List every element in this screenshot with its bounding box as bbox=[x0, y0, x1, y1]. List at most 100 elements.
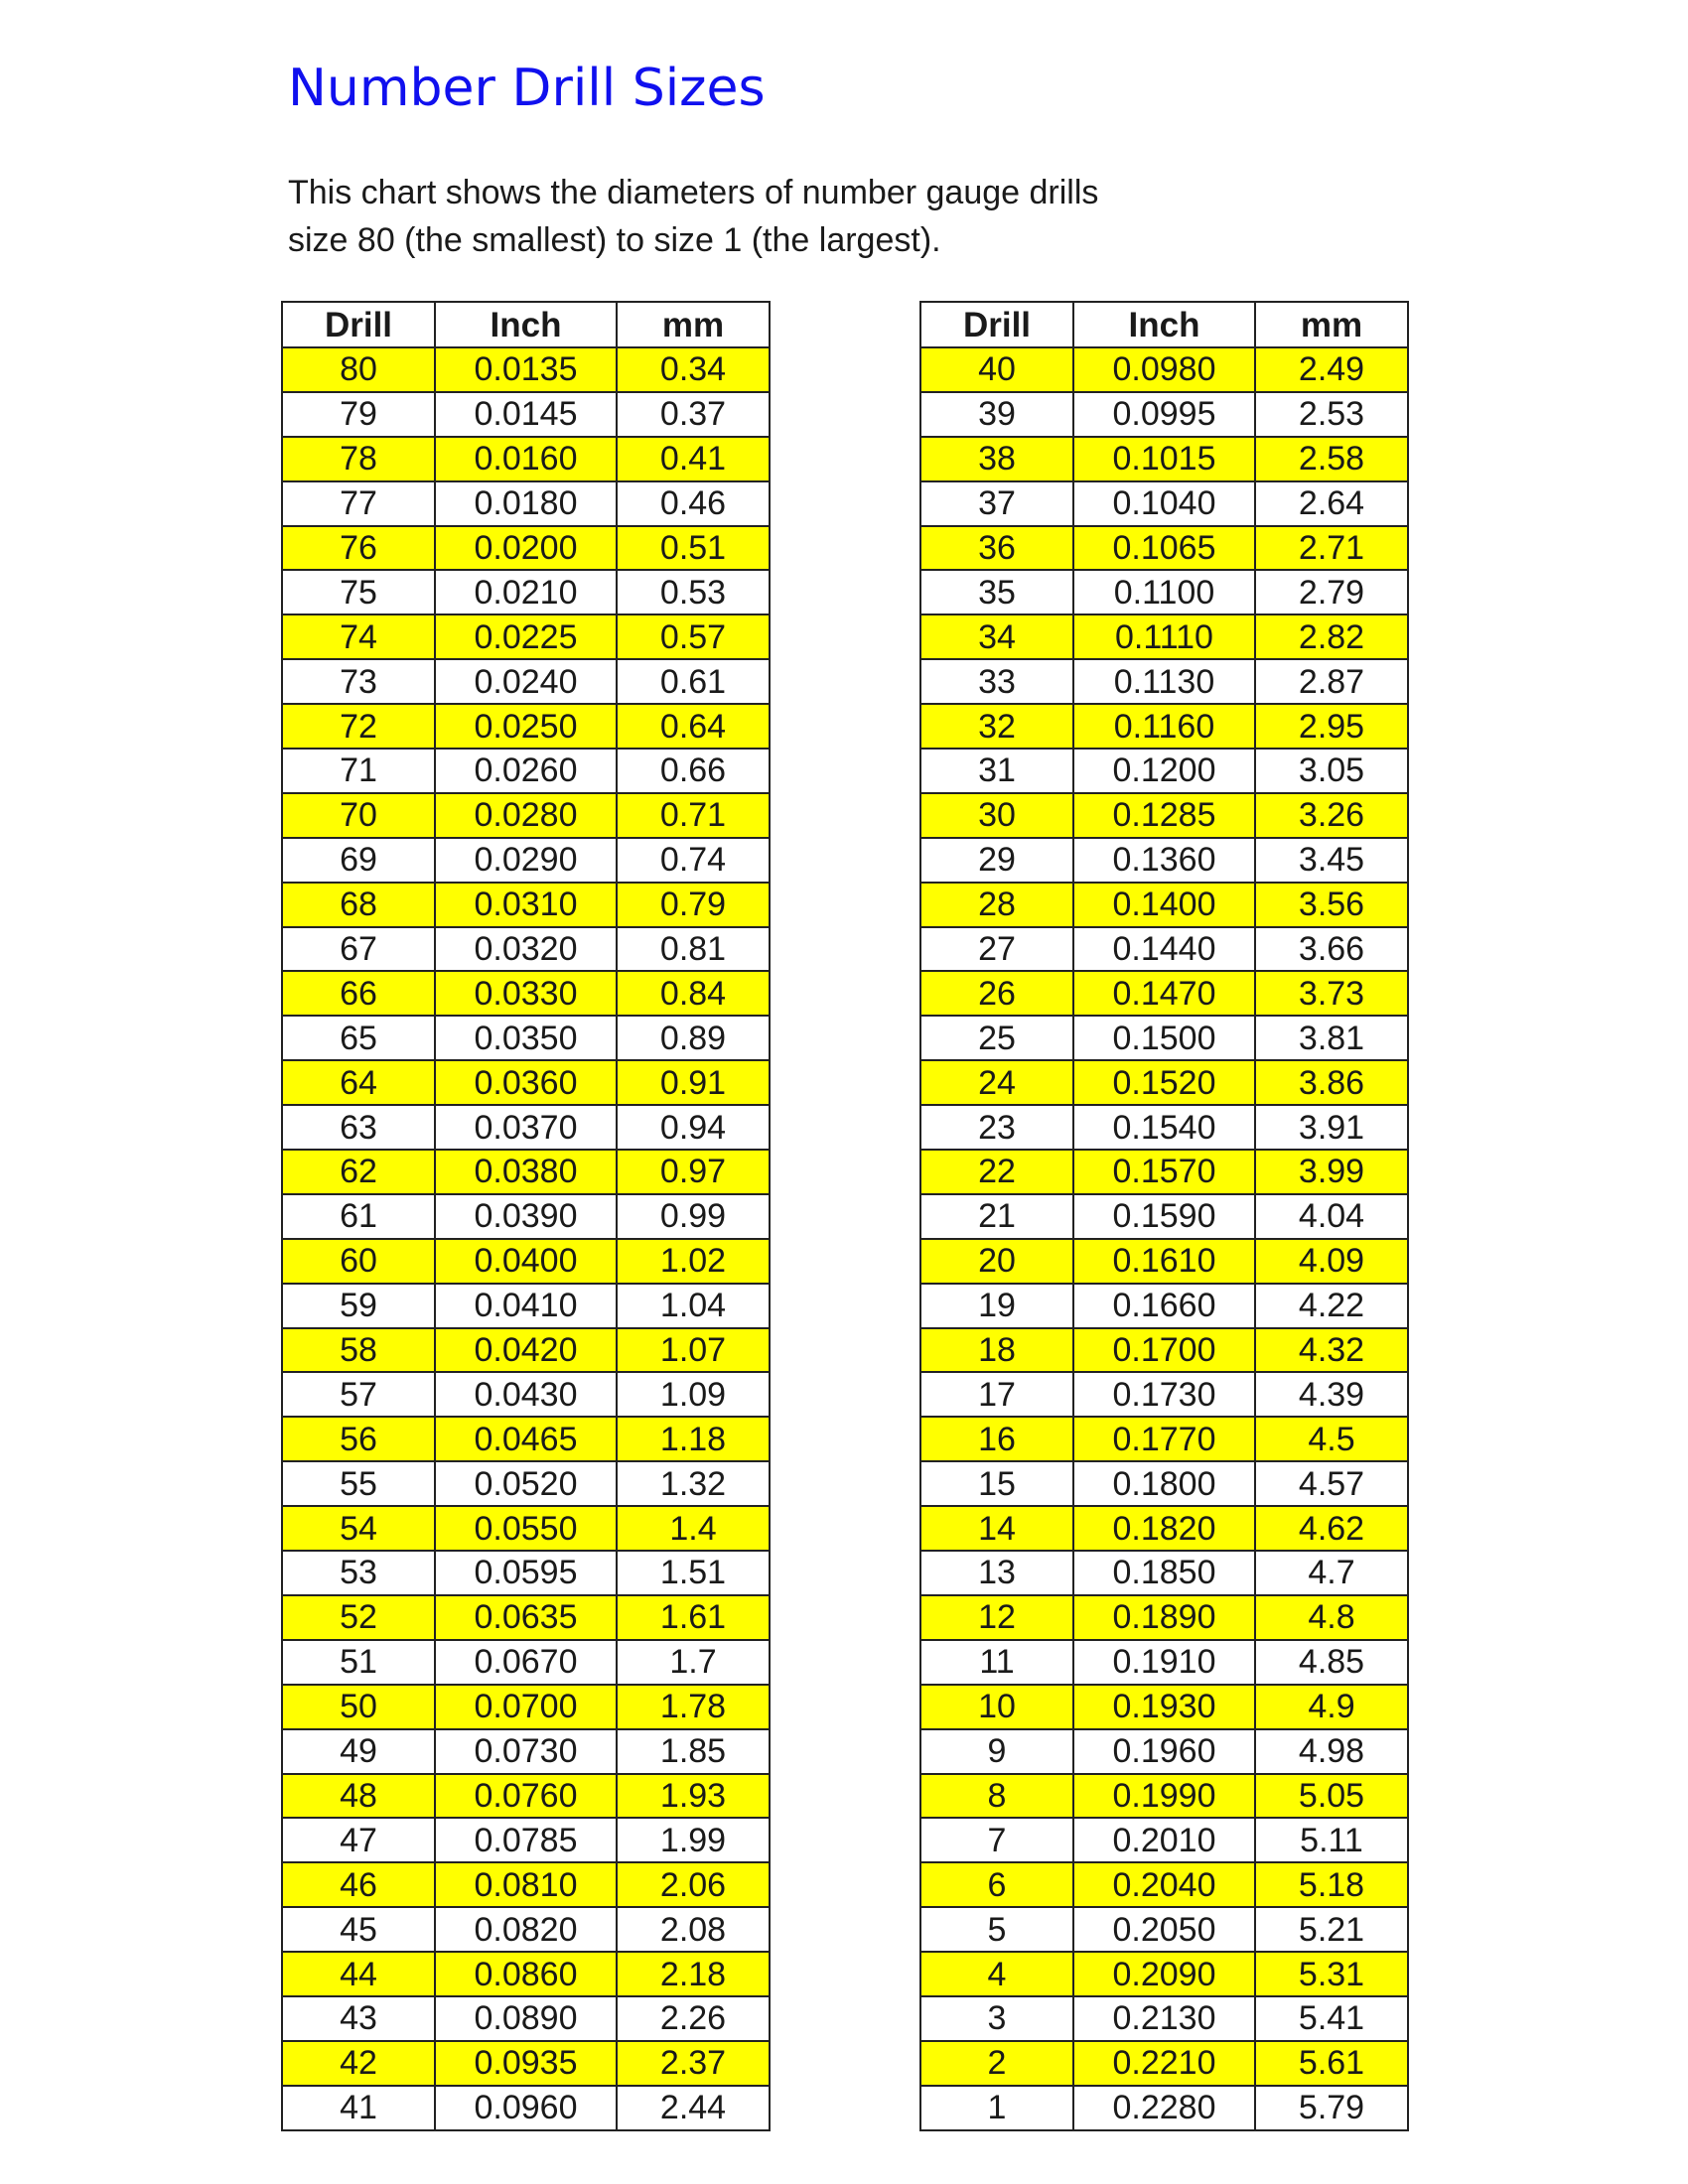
table-row: 40 0.0980 2.49 bbox=[919, 346, 1409, 393]
cell-inch: 0.1800 bbox=[1072, 1460, 1256, 1508]
cell-mm: 2.58 bbox=[1254, 435, 1409, 482]
cell-inch: 0.1015 bbox=[1072, 435, 1256, 482]
cell-mm: 4.85 bbox=[1254, 1638, 1409, 1686]
cell-drill: 9 bbox=[919, 1727, 1074, 1775]
table-row: 49 0.0730 1.85 bbox=[281, 1727, 771, 1775]
cell-inch: 0.0465 bbox=[434, 1416, 618, 1463]
cell-mm: 5.61 bbox=[1254, 2039, 1409, 2087]
cell-drill: 72 bbox=[281, 703, 436, 751]
cell-drill: 26 bbox=[919, 970, 1074, 1018]
cell-inch: 0.0370 bbox=[434, 1104, 618, 1152]
cell-mm: 0.51 bbox=[616, 524, 771, 572]
cell-mm: 1.93 bbox=[616, 1772, 771, 1820]
cell-inch: 0.0550 bbox=[434, 1505, 618, 1553]
cell-drill: 46 bbox=[281, 1861, 436, 1909]
table-row: 78 0.0160 0.41 bbox=[281, 435, 771, 482]
table-row: 16 0.1770 4.5 bbox=[919, 1416, 1409, 1463]
cell-inch: 0.0860 bbox=[434, 1951, 618, 1997]
cell-inch: 0.1360 bbox=[1072, 836, 1256, 884]
table-row: 2 0.2210 5.61 bbox=[919, 2039, 1409, 2087]
cell-inch: 0.1520 bbox=[1072, 1059, 1256, 1107]
table-row: 50 0.0700 1.78 bbox=[281, 1683, 771, 1730]
table-header-row: Drill Inch mm bbox=[919, 301, 1409, 348]
cell-inch: 0.0160 bbox=[434, 435, 618, 482]
cell-mm: 1.7 bbox=[616, 1638, 771, 1686]
header-mm: mm bbox=[1254, 301, 1409, 348]
drill-table-right: Drill Inch mm 40 0.0980 2.49 39 0.0995 2.53 38… bbox=[919, 301, 1409, 2131]
table-row: 25 0.1500 3.81 bbox=[919, 1015, 1409, 1062]
cell-mm: 0.34 bbox=[616, 346, 771, 393]
cell-mm: 4.9 bbox=[1254, 1683, 1409, 1730]
cell-mm: 2.26 bbox=[616, 1994, 771, 2042]
cell-mm: 4.5 bbox=[1254, 1416, 1409, 1463]
cell-drill: 16 bbox=[919, 1416, 1074, 1463]
cell-inch: 0.2130 bbox=[1072, 1994, 1256, 2042]
cell-mm: 2.44 bbox=[616, 2084, 771, 2131]
cell-mm: 3.99 bbox=[1254, 1149, 1409, 1195]
cell-mm: 2.64 bbox=[1254, 479, 1409, 527]
cell-inch: 0.1110 bbox=[1072, 614, 1256, 661]
cell-mm: 4.62 bbox=[1254, 1505, 1409, 1553]
header-inch: Inch bbox=[1072, 301, 1256, 348]
table-row: 64 0.0360 0.91 bbox=[281, 1059, 771, 1107]
table-row: 61 0.0390 0.99 bbox=[281, 1192, 771, 1240]
cell-drill: 58 bbox=[281, 1326, 436, 1374]
cell-inch: 0.0520 bbox=[434, 1460, 618, 1508]
cell-inch: 0.0820 bbox=[434, 1906, 618, 1954]
cell-mm: 0.71 bbox=[616, 791, 771, 839]
cell-mm: 1.85 bbox=[616, 1727, 771, 1775]
cell-inch: 0.2280 bbox=[1072, 2084, 1256, 2131]
cell-drill: 4 bbox=[919, 1951, 1074, 1997]
cell-mm: 2.82 bbox=[1254, 614, 1409, 661]
cell-inch: 0.1200 bbox=[1072, 748, 1256, 794]
cell-mm: 2.95 bbox=[1254, 703, 1409, 751]
cell-drill: 27 bbox=[919, 925, 1074, 973]
cell-inch: 0.0890 bbox=[434, 1994, 618, 2042]
table-row: 26 0.1470 3.73 bbox=[919, 970, 1409, 1018]
cell-mm: 0.41 bbox=[616, 435, 771, 482]
table-row: 42 0.0935 2.37 bbox=[281, 2039, 771, 2087]
table-header-row: Drill Inch mm bbox=[281, 301, 771, 348]
table-row: 62 0.0380 0.97 bbox=[281, 1149, 771, 1195]
table-row: 66 0.0330 0.84 bbox=[281, 970, 771, 1018]
cell-drill: 51 bbox=[281, 1638, 436, 1686]
cell-inch: 0.1570 bbox=[1072, 1149, 1256, 1195]
table-row: 15 0.1800 4.57 bbox=[919, 1460, 1409, 1508]
cell-mm: 0.74 bbox=[616, 836, 771, 884]
cell-inch: 0.1590 bbox=[1072, 1192, 1256, 1240]
cell-drill: 45 bbox=[281, 1906, 436, 1954]
cell-inch: 0.0980 bbox=[1072, 346, 1256, 393]
cell-drill: 20 bbox=[919, 1237, 1074, 1285]
cell-drill: 57 bbox=[281, 1371, 436, 1419]
cell-drill: 67 bbox=[281, 925, 436, 973]
table-row: 70 0.0280 0.71 bbox=[281, 791, 771, 839]
cell-drill: 60 bbox=[281, 1237, 436, 1285]
table-row: 13 0.1850 4.7 bbox=[919, 1550, 1409, 1596]
cell-inch: 0.1440 bbox=[1072, 925, 1256, 973]
table-row: 41 0.0960 2.44 bbox=[281, 2084, 771, 2131]
cell-drill: 28 bbox=[919, 881, 1074, 928]
cell-inch: 0.1100 bbox=[1072, 569, 1256, 616]
cell-inch: 0.0410 bbox=[434, 1282, 618, 1329]
cell-mm: 0.61 bbox=[616, 658, 771, 706]
cell-mm: 1.78 bbox=[616, 1683, 771, 1730]
cell-drill: 69 bbox=[281, 836, 436, 884]
cell-inch: 0.0380 bbox=[434, 1149, 618, 1195]
cell-inch: 0.0330 bbox=[434, 970, 618, 1018]
cell-mm: 1.18 bbox=[616, 1416, 771, 1463]
cell-mm: 3.73 bbox=[1254, 970, 1409, 1018]
cell-inch: 0.0210 bbox=[434, 569, 618, 616]
table-row: 9 0.1960 4.98 bbox=[919, 1727, 1409, 1775]
cell-mm: 1.4 bbox=[616, 1505, 771, 1553]
cell-drill: 25 bbox=[919, 1015, 1074, 1062]
cell-inch: 0.2090 bbox=[1072, 1951, 1256, 1997]
header-drill: Drill bbox=[919, 301, 1074, 348]
table-row: 39 0.0995 2.53 bbox=[919, 390, 1409, 438]
cell-mm: 5.31 bbox=[1254, 1951, 1409, 1997]
cell-mm: 2.37 bbox=[616, 2039, 771, 2087]
table-row: 17 0.1730 4.39 bbox=[919, 1371, 1409, 1419]
cell-inch: 0.0250 bbox=[434, 703, 618, 751]
cell-drill: 19 bbox=[919, 1282, 1074, 1329]
cell-inch: 0.0785 bbox=[434, 1817, 618, 1864]
cell-drill: 48 bbox=[281, 1772, 436, 1820]
